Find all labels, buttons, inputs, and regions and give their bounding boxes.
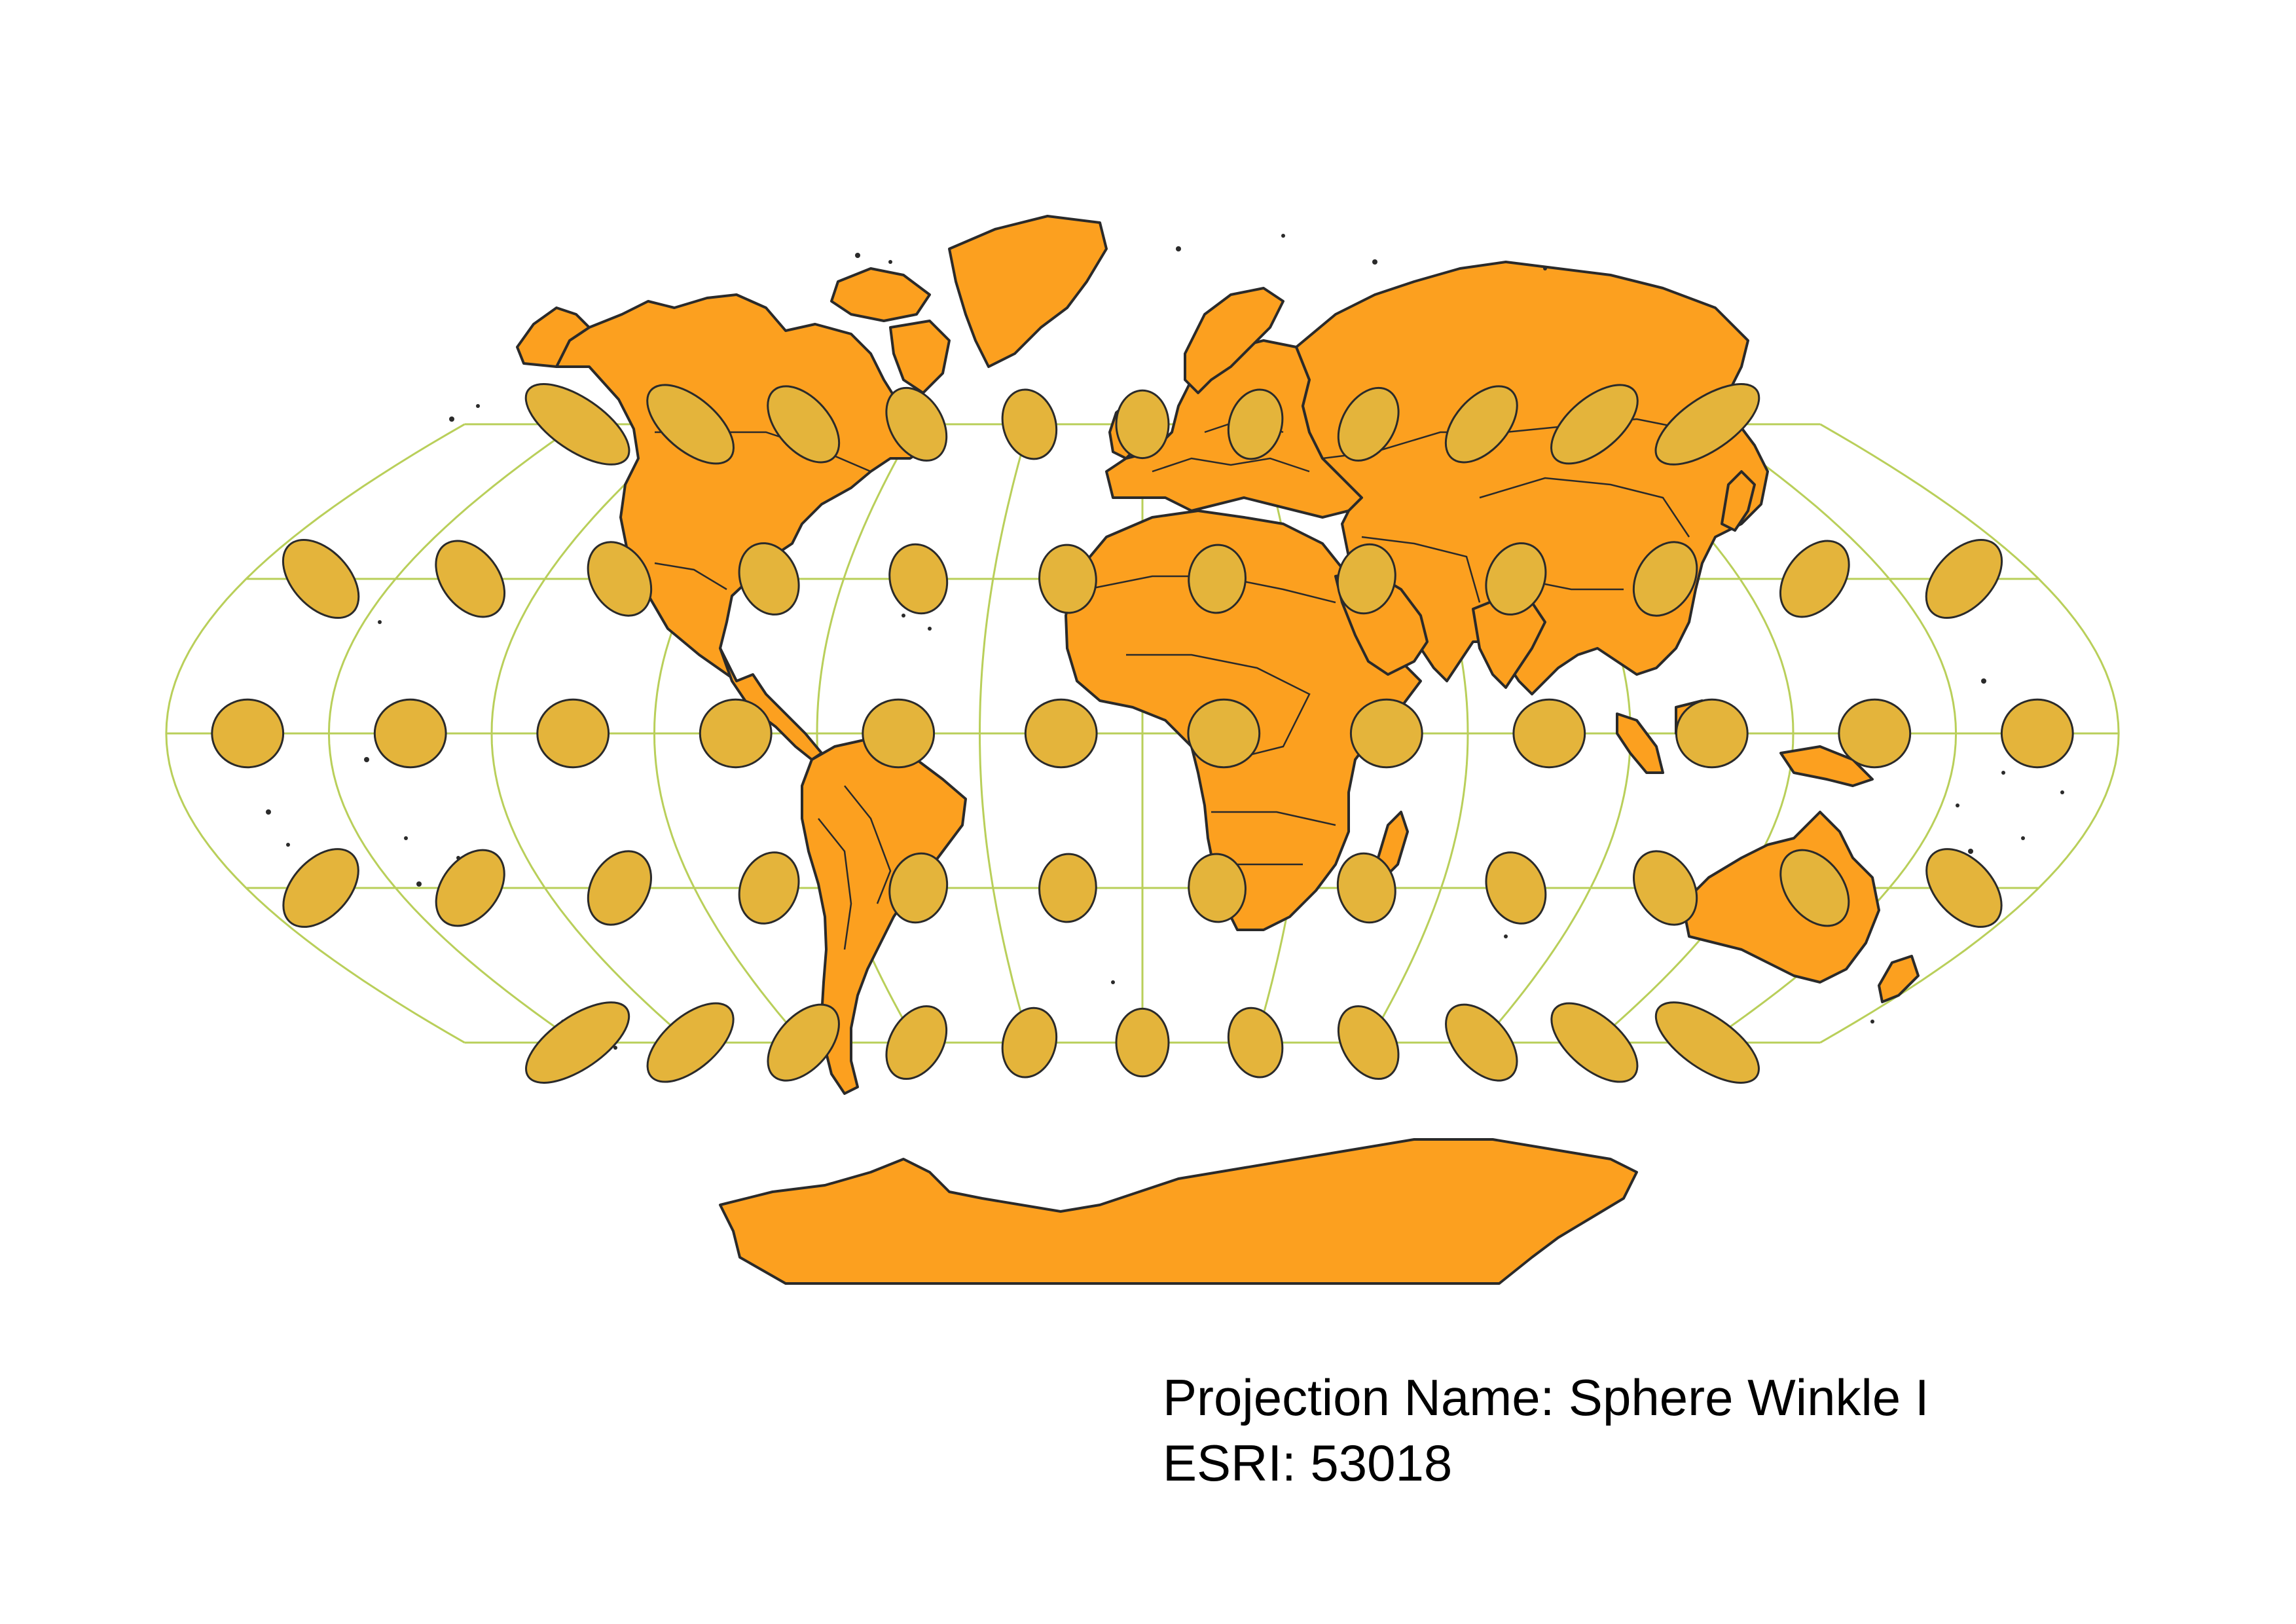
tissot-indicatrix — [536, 698, 610, 769]
tissot-indicatrix — [2000, 698, 2074, 769]
tissot-indicatrix — [1779, 540, 1850, 618]
tissot-indicatrix — [435, 540, 506, 618]
tissot-indicatrix — [1336, 543, 1396, 615]
tissot-indicatrix — [1779, 849, 1850, 927]
tissot-indicatrix — [1336, 852, 1396, 924]
tissot-indicatrix — [767, 1003, 840, 1082]
land-north-america — [555, 293, 931, 682]
tissot-indicatrix — [211, 698, 285, 769]
tissot-indicatrix — [435, 849, 505, 927]
tissot-indicatrix — [767, 385, 841, 464]
tissot-indicatrix — [524, 383, 630, 466]
tissot-indicatrix — [646, 1002, 735, 1083]
tissot-indicatrix — [1001, 388, 1058, 460]
tissot-indicatrix — [1349, 698, 1423, 769]
tissot-indicatrix — [862, 698, 936, 769]
landmasses — [246, 215, 2064, 1285]
tissot-indicatrix — [1550, 384, 1639, 465]
land-south-america — [801, 739, 967, 1095]
tissot-indicatrix — [1187, 698, 1261, 769]
tissot-indicatrix — [1024, 698, 1098, 769]
tissot-indicatrix — [1038, 853, 1097, 923]
border-us-mexico — [654, 562, 727, 591]
tissot-indicatrix — [646, 384, 735, 465]
border-central-africa — [1126, 654, 1311, 761]
tissot-indicatrix — [1485, 851, 1547, 925]
tissot-indicatrix — [1654, 383, 1760, 466]
tissot-indicatrix — [282, 538, 360, 619]
land-antarctica — [719, 1138, 1638, 1285]
land-sumatra — [1616, 712, 1664, 774]
tissot-indicatrix — [1001, 1006, 1058, 1079]
land-alaska — [516, 306, 591, 368]
tissot-indicatrix — [1925, 538, 2003, 619]
tissot-indicatrix — [888, 852, 949, 924]
tissot-indicatrix — [699, 698, 773, 769]
tissot-indicatrix — [1115, 1007, 1170, 1078]
tissot-indicatrix — [1038, 544, 1097, 614]
tissot-indicatrix — [738, 542, 800, 616]
land-new-zealand — [1878, 955, 1920, 1003]
tissot-indicatrix — [1337, 1005, 1400, 1080]
tissot-indicatrix — [1188, 544, 1247, 614]
tissot-indicatrix — [587, 541, 653, 617]
tissot-indicatrices — [211, 383, 2074, 1084]
border-andes — [818, 818, 852, 950]
land-baffin-island — [889, 320, 951, 394]
tissot-indicatrix — [888, 543, 949, 615]
tissot-indicatrix — [1550, 1002, 1639, 1083]
tissot-indicatrix — [1654, 1001, 1760, 1084]
tissot-indicatrix — [373, 698, 447, 769]
border-brazil — [844, 785, 892, 904]
projection-code-label: ESRI: 53018 — [1163, 1434, 1453, 1492]
border-middle-east — [1361, 536, 1481, 603]
land-new-guinea — [1779, 745, 1874, 787]
tissot-indicatrix — [587, 850, 652, 926]
tissot-indicatrix — [885, 1005, 948, 1080]
tissot-indicatrix — [738, 851, 800, 925]
land-scandinavia — [1184, 287, 1285, 394]
border-southern-africa — [1211, 811, 1336, 866]
tissot-indicatrix — [1485, 542, 1547, 616]
tissot-indicatrix — [1512, 698, 1586, 769]
projection-name-label: Projection Name: Sphere Winkle I — [1163, 1369, 1929, 1426]
tissot-indicatrix — [525, 1001, 630, 1084]
tissot-indicatrix — [1445, 1003, 1518, 1082]
tissot-indicatrix — [1925, 848, 2003, 928]
tissot-indicatrix — [1675, 698, 1749, 769]
land-greenland — [948, 215, 1108, 368]
land-japan — [1721, 470, 1756, 532]
tissot-indicatrix — [1227, 388, 1284, 460]
tissot-indicatrix — [1115, 389, 1170, 460]
tissot-indicatrix — [1838, 698, 1912, 769]
tissot-indicatrix — [1227, 1006, 1284, 1079]
tissot-indicatrix — [1632, 541, 1698, 617]
tissot-indicatrix — [1188, 853, 1247, 923]
tissot-indicatrix — [1444, 385, 1518, 464]
land-arctic-archipelago — [830, 267, 931, 322]
land-australia — [1681, 811, 1880, 984]
tissot-indicatrix — [1337, 386, 1400, 462]
tissot-indicatrix — [885, 386, 948, 462]
tissot-indicatrix — [282, 848, 359, 928]
tissot-indicatrix — [1633, 850, 1698, 926]
